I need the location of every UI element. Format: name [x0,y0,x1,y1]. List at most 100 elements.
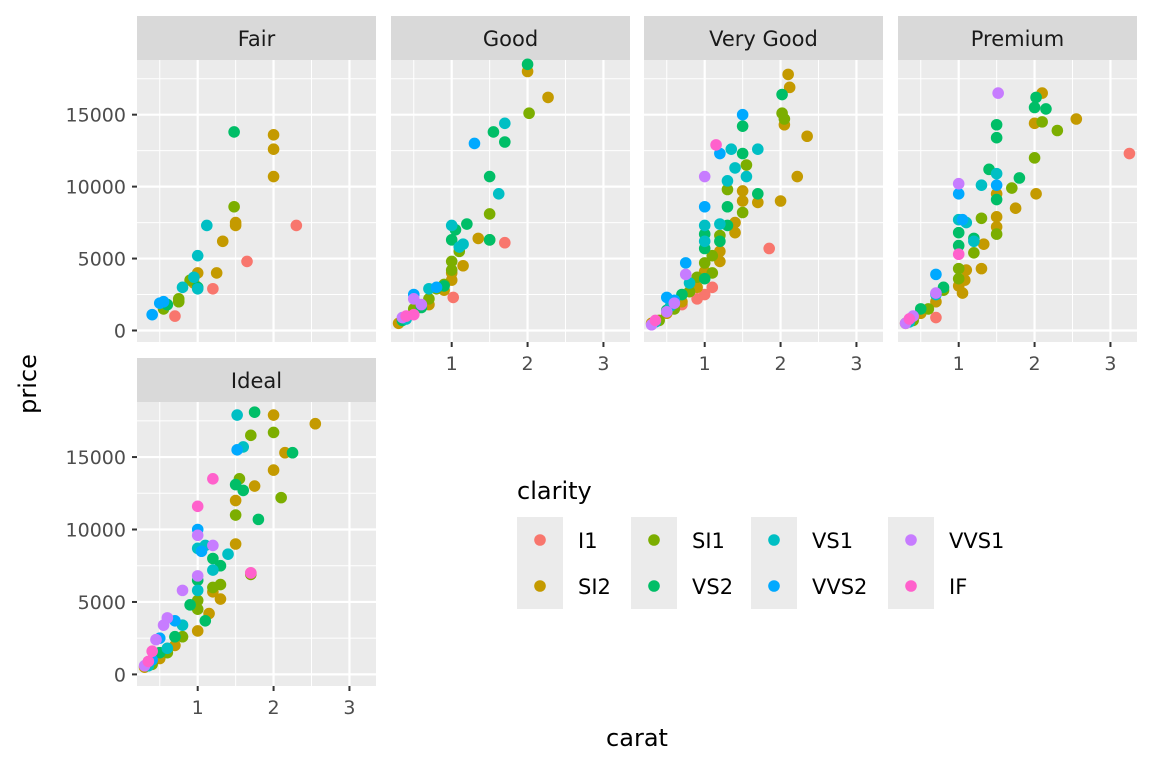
data-point [309,417,322,430]
data-point [698,200,711,213]
facet-strip [391,16,630,60]
data-point [468,137,481,150]
data-point [176,584,189,597]
legend-item: VVS2 [751,563,867,609]
legend-item: I1 [517,517,598,563]
data-point [216,235,229,248]
data-point [736,185,749,197]
data-point [228,200,240,213]
data-point [445,264,458,276]
y-tick-label: 15000 [66,105,126,127]
data-point [207,282,219,295]
facet-strip-label: Ideal [231,369,282,393]
legend-label: IF [949,575,967,599]
data-point [1070,113,1083,125]
legend-item: VS1 [751,517,853,563]
data-point [990,228,1003,240]
data-point [237,484,250,497]
data-point [521,58,534,71]
x-tick-label: 1 [192,697,204,719]
facet-strip [644,16,883,60]
data-point [782,68,794,81]
data-point [930,311,942,324]
data-point [483,234,496,246]
data-point [668,297,681,309]
data-point [975,179,988,191]
data-point [774,195,787,207]
data-point [231,409,243,421]
data-point [150,633,162,646]
data-point [188,271,200,284]
data-point [207,564,219,576]
x-tick-label: 3 [597,353,609,375]
data-point [229,509,242,521]
data-point [1030,91,1042,104]
data-point [992,87,1004,99]
y-tick-label: 10000 [66,520,126,542]
panel-background [137,60,376,342]
data-point [169,310,181,322]
y-tick-label: 10000 [66,177,126,199]
data-point [975,262,988,275]
data-point [679,257,692,269]
facet-strip-label: Premium [971,27,1064,51]
x-tick-label: 1 [699,353,711,375]
data-point [706,249,719,262]
data-point [267,409,280,421]
y-tick-label: 5000 [78,592,126,614]
data-point [499,136,511,148]
data-point [290,219,303,232]
legend-label: SI2 [578,575,611,599]
data-point [207,539,219,552]
data-point [483,208,496,220]
data-point [214,578,227,591]
data-point [1040,103,1052,115]
facet-panel: Very Good 1 2 3 [644,16,883,375]
data-point [952,248,965,261]
data-point [461,218,473,230]
data-point [191,249,204,262]
data-point [445,234,458,246]
data-point [199,614,212,627]
x-tick-label: 3 [343,697,355,719]
data-point [990,179,1003,191]
data-point [736,206,749,219]
data-point [801,130,813,143]
legend-swatch [648,580,660,592]
data-point [229,538,242,550]
data-point [172,293,185,305]
data-point [214,593,227,605]
data-point [191,584,204,597]
data-point [660,305,673,318]
data-point [248,480,261,492]
data-point [248,406,261,418]
data-point [161,642,174,655]
data-point [157,295,170,308]
data-point [191,625,204,637]
legend-label: VVS1 [949,529,1004,553]
data-point [698,219,711,232]
data-point [201,219,213,232]
legend-label: I1 [578,529,598,553]
data-point [791,170,804,183]
data-point [267,426,280,439]
data-point [146,308,158,321]
data-point [721,175,734,187]
data-point [736,120,749,132]
data-point [161,612,174,624]
data-point [721,183,734,196]
data-point [286,446,299,459]
data-point [968,235,980,248]
data-point [952,262,965,275]
data-point [783,81,796,94]
legend: clarity I1 SI2 SI1 VS2 VS1 VVS2 VVS1 IF [517,477,1004,609]
x-tick-label: 2 [522,353,534,375]
y-tick-label: 0 [114,664,126,686]
legend-item: VVS1 [888,517,1004,563]
data-point [956,287,969,299]
facet-panel: Good 1 2 3 [391,16,630,375]
data-point [763,242,775,255]
data-point [736,147,749,160]
data-point [990,167,1003,180]
data-point [740,170,753,183]
